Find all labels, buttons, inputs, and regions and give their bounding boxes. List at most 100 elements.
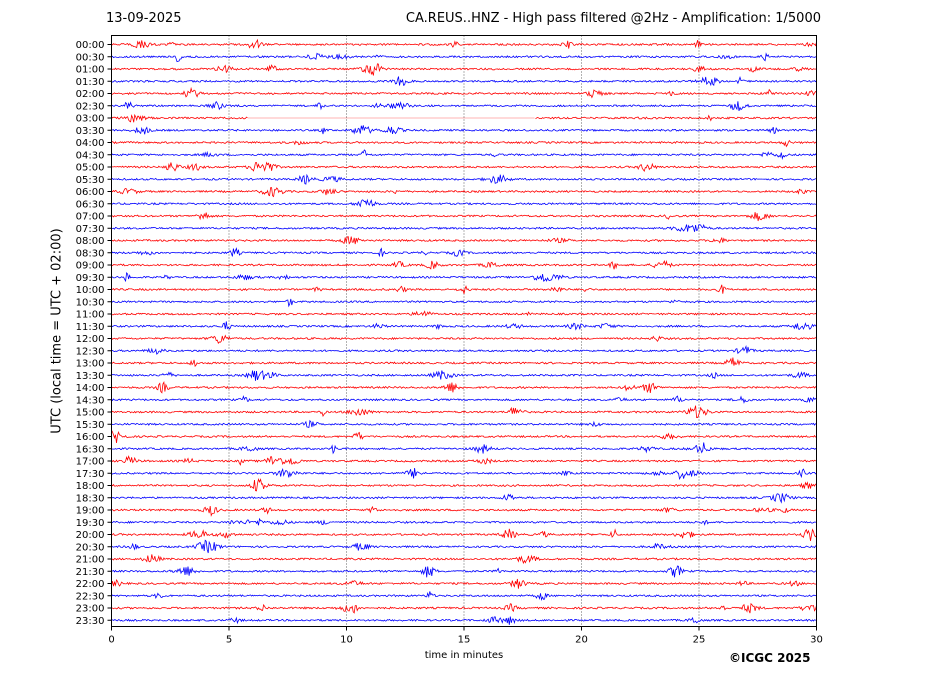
row-time-label: 15:00 bbox=[76, 408, 105, 419]
row-time-label: 15:30 bbox=[76, 420, 105, 431]
row-time-label: 02:30 bbox=[76, 101, 105, 112]
trace-row bbox=[111, 419, 817, 429]
trace-row bbox=[111, 554, 817, 565]
row-time-label: 07:00 bbox=[76, 212, 105, 223]
trace-row bbox=[111, 139, 817, 148]
trace-row bbox=[111, 616, 817, 625]
trace-row bbox=[111, 161, 817, 172]
trace-row bbox=[111, 236, 817, 245]
row-time-label: 10:30 bbox=[76, 297, 105, 308]
trace-row bbox=[111, 528, 817, 541]
trace-row bbox=[111, 173, 817, 185]
x-axis-label: time in minutes bbox=[424, 650, 504, 661]
row-time-label: 12:00 bbox=[76, 334, 105, 345]
x-tick-label: 5 bbox=[226, 635, 232, 646]
x-tick-label: 15 bbox=[458, 635, 471, 646]
row-time-label: 09:30 bbox=[76, 273, 105, 284]
row-time-label: 16:00 bbox=[76, 432, 105, 443]
trace-row bbox=[111, 212, 817, 222]
x-tick-label: 10 bbox=[340, 635, 353, 646]
chart-title: CA.REUS..HNZ - High pass filtered @2Hz -… bbox=[405, 11, 821, 26]
row-time-label: 10:00 bbox=[76, 285, 105, 296]
trace-row bbox=[111, 113, 817, 123]
row-time-label: 13:00 bbox=[76, 359, 105, 370]
trace-row bbox=[111, 52, 817, 63]
trace-row bbox=[111, 247, 817, 258]
trace-row bbox=[111, 602, 817, 614]
row-time-label: 18:30 bbox=[76, 493, 105, 504]
trace-row bbox=[111, 321, 817, 331]
trace-row bbox=[111, 493, 817, 504]
row-time-label: 03:30 bbox=[76, 126, 105, 137]
row-time-label: 23:00 bbox=[76, 604, 105, 615]
trace-row bbox=[111, 345, 817, 355]
copyright-text: ©ICGC 2025 bbox=[729, 651, 811, 665]
row-time-label: 23:30 bbox=[76, 616, 105, 627]
trace-row bbox=[111, 565, 817, 578]
trace-row bbox=[111, 86, 817, 99]
trace-row bbox=[111, 223, 817, 232]
row-time-label: 11:30 bbox=[76, 322, 105, 333]
trace-row bbox=[111, 517, 817, 526]
row-time-label: 21:00 bbox=[76, 555, 105, 566]
trace-row bbox=[111, 591, 817, 602]
row-time-label: 00:00 bbox=[76, 40, 105, 51]
trace-row bbox=[111, 467, 817, 481]
row-time-label: 16:30 bbox=[76, 444, 105, 455]
trace-row bbox=[111, 395, 817, 404]
row-time-label: 19:00 bbox=[76, 506, 105, 517]
trace-row bbox=[111, 149, 817, 160]
x-tick-label: 0 bbox=[108, 635, 114, 646]
row-time-label: 01:00 bbox=[76, 65, 105, 76]
x-tick-label: 25 bbox=[693, 635, 706, 646]
trace-row bbox=[111, 370, 817, 381]
trace-row bbox=[111, 259, 817, 270]
trace-row bbox=[111, 578, 817, 589]
row-time-label: 14:30 bbox=[76, 395, 105, 406]
row-time-label: 17:00 bbox=[76, 457, 105, 468]
trace-row bbox=[111, 505, 817, 517]
trace-row bbox=[111, 405, 817, 418]
row-time-label: 18:00 bbox=[76, 481, 105, 492]
trace-row bbox=[111, 539, 817, 554]
trace-row bbox=[111, 381, 817, 394]
row-time-label: 01:30 bbox=[76, 77, 105, 88]
row-time-label: 02:00 bbox=[76, 89, 105, 100]
row-time-label: 07:30 bbox=[76, 224, 105, 235]
trace-row bbox=[111, 477, 817, 492]
row-time-label: 06:30 bbox=[76, 199, 105, 210]
x-tick-label: 20 bbox=[575, 635, 588, 646]
row-time-label: 11:00 bbox=[76, 310, 105, 321]
row-time-label: 20:30 bbox=[76, 542, 105, 553]
row-time-label: 19:30 bbox=[76, 518, 105, 529]
row-time-label: 05:00 bbox=[76, 163, 105, 174]
row-time-label: 21:30 bbox=[76, 567, 105, 578]
row-time-label: 17:30 bbox=[76, 469, 105, 480]
row-time-label: 05:30 bbox=[76, 175, 105, 186]
row-time-label: 06:00 bbox=[76, 187, 105, 198]
row-time-label: 22:30 bbox=[76, 591, 105, 602]
trace-row bbox=[111, 334, 817, 345]
row-time-label: 08:30 bbox=[76, 248, 105, 259]
row-time-label: 00:30 bbox=[76, 52, 105, 63]
trace-row bbox=[111, 442, 817, 455]
row-time-label: 03:00 bbox=[76, 114, 105, 125]
trace-row bbox=[111, 76, 817, 87]
row-time-label: 20:00 bbox=[76, 530, 105, 541]
row-time-label: 13:30 bbox=[76, 371, 105, 382]
trace-row bbox=[111, 284, 817, 294]
trace-row bbox=[111, 357, 817, 368]
grid-layer bbox=[111, 35, 817, 631]
trace-row bbox=[111, 63, 817, 76]
trace-row bbox=[111, 198, 817, 208]
trace-row bbox=[111, 100, 817, 112]
traces-layer bbox=[111, 38, 817, 625]
row-time-label: 09:00 bbox=[76, 261, 105, 272]
y-axis-label: UTC (local time = UTC + 02:00) bbox=[49, 228, 65, 434]
chart-date: 13-09-2025 bbox=[106, 11, 182, 26]
trace-row bbox=[111, 38, 817, 49]
trace-row bbox=[111, 430, 817, 443]
trace-row bbox=[111, 187, 817, 198]
trace-row bbox=[111, 125, 817, 135]
